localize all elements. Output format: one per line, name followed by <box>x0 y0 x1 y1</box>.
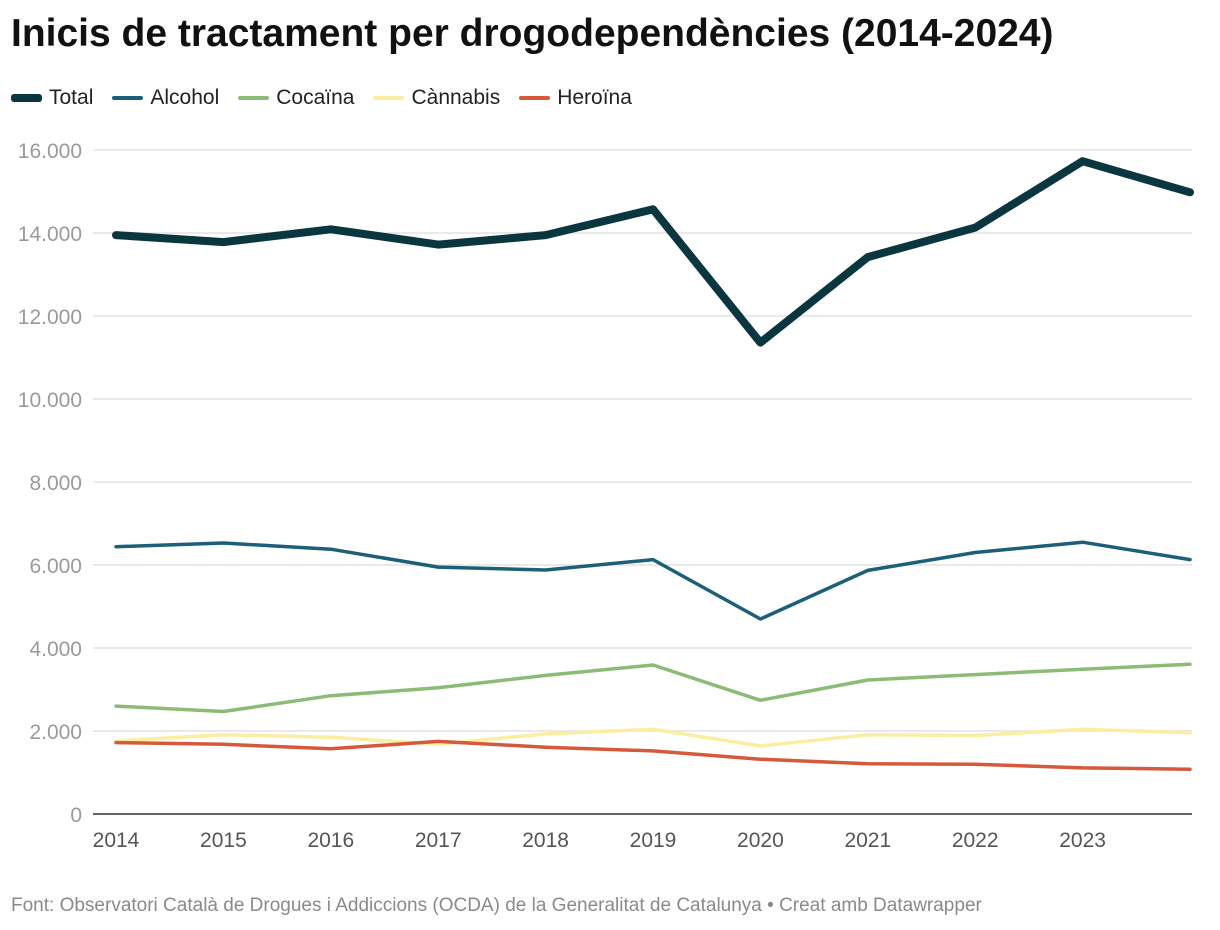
x-tick-label: 2019 <box>630 829 677 852</box>
y-tick-label: 16.000 <box>18 140 82 163</box>
x-tick-label: 2020 <box>737 829 784 852</box>
series-line-cannabis <box>114 727 1192 748</box>
series-line-cocaina <box>114 662 1192 714</box>
legend-label: Heroïna <box>557 86 632 109</box>
series-line-heroina <box>114 739 1192 771</box>
legend-label: Total <box>49 86 94 109</box>
source-footer: Font: Observatori Català de Drogues i Ad… <box>11 895 982 916</box>
x-tick-label: 2015 <box>200 829 247 852</box>
x-tick-label: 2021 <box>844 829 891 852</box>
chart-legend: Total Alcohol Cocaïna Cànnabis Heroïna <box>11 84 651 112</box>
y-tick-label: 12.000 <box>18 306 82 329</box>
legend-swatch <box>373 96 405 100</box>
legend-swatch <box>112 96 144 100</box>
y-tick-label: 14.000 <box>18 223 82 246</box>
legend-swatch <box>238 96 270 100</box>
legend-label: Cànnabis <box>411 86 501 109</box>
legend-item-cannabis: Cànnabis <box>373 86 500 110</box>
legend-swatch <box>519 96 551 100</box>
x-tick-label: 2016 <box>307 829 354 852</box>
legend-label: Alcohol <box>150 86 220 109</box>
series-line-total <box>112 157 1194 347</box>
x-tick-label: 2017 <box>415 829 462 852</box>
legend-item-cocaina: Cocaïna <box>238 86 354 110</box>
y-tick-label: 8.000 <box>29 472 82 495</box>
x-tick-label: 2022 <box>952 829 999 852</box>
legend-item-heroina: Heroïna <box>519 86 632 110</box>
legend-swatch <box>11 94 42 102</box>
y-tick-label: 2.000 <box>29 721 82 744</box>
y-tick-label: 6.000 <box>29 555 82 578</box>
legend-item-total: Total <box>11 86 93 110</box>
y-tick-label: 0 <box>70 804 82 827</box>
x-tick-label: 2018 <box>522 829 569 852</box>
legend-item-alcohol: Alcohol <box>112 86 219 110</box>
y-tick-label: 10.000 <box>18 389 82 412</box>
series-line-alcohol <box>114 540 1192 621</box>
x-tick-label: 2014 <box>93 829 140 852</box>
x-tick-label: 2023 <box>1059 829 1106 852</box>
legend-label: Cocaïna <box>276 86 355 109</box>
y-tick-label: 4.000 <box>29 638 82 661</box>
chart-title: Inicis de tractament per drogodependènci… <box>11 12 1054 55</box>
